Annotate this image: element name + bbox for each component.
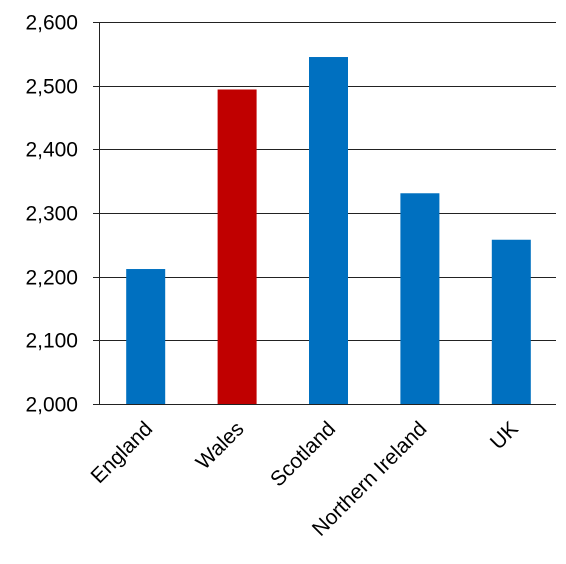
- bar-wales: [217, 89, 257, 404]
- y-tick-label: 2,500: [25, 76, 78, 99]
- x-tick-label: Scotland: [266, 417, 340, 491]
- y-tick-label: 2,600: [25, 12, 78, 35]
- y-tick-label: 2,300: [25, 203, 78, 226]
- y-tick-label: 2,000: [25, 394, 78, 417]
- x-tick-label: UK: [486, 417, 523, 454]
- bar-northern-ireland: [400, 193, 440, 404]
- bars: [126, 57, 531, 405]
- y-tick-label: 2,100: [25, 330, 78, 353]
- bar-uk: [491, 239, 531, 404]
- bar-scotland: [309, 57, 348, 405]
- x-tick-label: England: [86, 417, 157, 488]
- y-tick-labels: 2,000 2,100 2,200 2,300 2,400 2,500 2,600: [25, 12, 78, 417]
- y-tick-label: 2,200: [25, 267, 78, 290]
- y-tick-label: 2,400: [25, 139, 78, 162]
- bar-england: [126, 269, 166, 404]
- x-tick-label: Wales: [192, 417, 249, 474]
